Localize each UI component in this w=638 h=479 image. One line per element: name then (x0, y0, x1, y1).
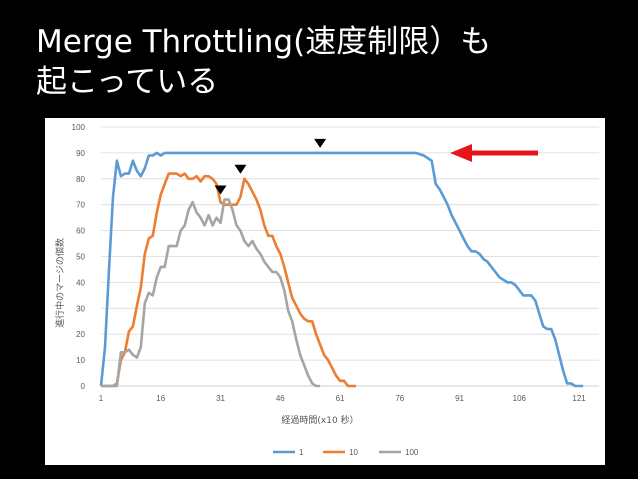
marker-triangle-2 (234, 164, 247, 174)
y-tick-label: 50 (76, 253, 85, 262)
x-tick-labels: 1 16 31 46 61 76 91 106 121 (99, 394, 587, 403)
x-tick-label: 121 (572, 394, 586, 403)
marker-triangle-3 (214, 185, 227, 195)
chart-panel: 0 10 20 30 40 50 60 70 80 90 100 1 16 31 46 61 76 91 106 1… (45, 118, 605, 465)
y-tick-label: 30 (76, 304, 85, 313)
y-tick-labels: 0 10 20 30 40 50 60 70 80 90 100 (72, 123, 86, 391)
x-tick-label: 91 (455, 394, 464, 403)
y-tick-label: 100 (72, 123, 86, 132)
legend-label-1: 1 (299, 448, 304, 457)
x-tick-label: 61 (336, 394, 345, 403)
title-line-1: Merge Throttling(速度制限）も (36, 24, 492, 60)
title-line-2: 起こっている (36, 64, 219, 100)
x-tick-label: 31 (216, 394, 225, 403)
marker-triangles (214, 138, 327, 195)
y-tick-label: 90 (76, 149, 85, 158)
series-line-1 (99, 151, 584, 388)
x-axis-label: 経過時間(x10 秒） (281, 414, 358, 426)
x-tick-label: 106 (513, 394, 527, 403)
y-tick-label: 60 (76, 227, 85, 236)
y-tick-label: 20 (76, 330, 85, 339)
x-tick-label: 46 (276, 394, 285, 403)
gridlines (101, 126, 599, 387)
x-tick-label: 16 (156, 394, 165, 403)
marker-triangle-1 (314, 138, 327, 148)
x-tick-label: 76 (395, 394, 404, 403)
legend: 1 10 100 (273, 448, 419, 457)
y-tick-label: 0 (81, 382, 86, 391)
legend-label-100: 100 (405, 448, 419, 457)
y-axis-label: 進行中のマージの個数 (54, 238, 66, 328)
series-line-100 (101, 198, 321, 388)
slide-title: Merge Throttling(速度制限）も 起こっている (36, 22, 491, 102)
y-tick-label: 70 (76, 201, 85, 210)
y-tick-label: 80 (76, 175, 85, 184)
x-tick-label: 1 (99, 394, 104, 403)
y-tick-label: 40 (76, 278, 85, 287)
legend-label-10: 10 (349, 448, 358, 457)
y-tick-label: 10 (76, 356, 85, 365)
series-lines (99, 151, 584, 388)
